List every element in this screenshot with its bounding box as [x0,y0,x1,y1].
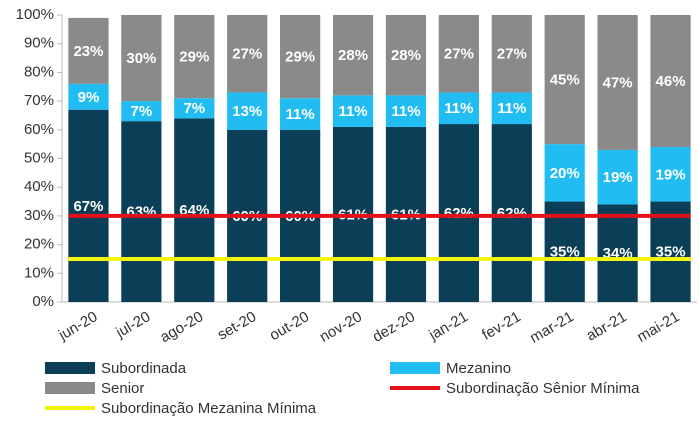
y-tick-label: 40% [24,178,54,195]
value-label: 7% [131,103,153,120]
x-tick-label: ago-20 [157,308,206,346]
bar-segment [121,121,162,302]
y-tick-label: 10% [24,264,54,281]
x-tick-label: dez-20 [370,308,418,346]
legend-label: Subordinação Sênior Mínima [446,380,640,397]
y-tick-label: 90% [24,35,54,52]
bar-segment [491,124,532,302]
value-label: 11% [497,100,526,117]
bar-segment [227,92,268,130]
value-label: 35% [656,244,686,261]
value-label: 11% [338,103,367,120]
x-tick-label: jan-21 [425,308,470,344]
value-label: 35% [550,244,580,261]
bar-segment [438,92,479,125]
value-label: 28% [391,47,421,64]
bar-segment [227,15,268,93]
value-label: 27% [497,46,527,63]
bar-segment [174,118,215,302]
bar-segment [597,204,638,302]
legend-label: Subordinada [101,360,187,377]
bar-segment [650,15,691,148]
value-label: 11% [286,106,315,123]
bar-segment [597,149,638,205]
x-tick-label: jun-20 [55,308,100,344]
legend-label: Subordinação Mezanina Mínima [101,400,317,417]
bar-segment [491,15,532,93]
bar-segment [544,15,585,145]
y-tick-label: 30% [24,207,54,224]
bar-segment [650,147,691,202]
value-label: 23% [73,43,103,60]
bar-segment [174,98,215,119]
bar-segment [491,92,532,125]
bar-segment [121,15,162,102]
value-label: 67% [73,198,103,215]
y-tick-label: 50% [24,149,54,166]
y-tick-label: 60% [24,121,54,138]
x-tick-label: nov-20 [317,308,365,346]
bar-segment [280,15,321,99]
bar-segment [438,124,479,302]
bar-segment [280,98,321,130]
bar-segment [650,201,691,302]
bar-segment [438,15,479,93]
y-tick-label: 0% [32,293,54,310]
y-tick-label: 100% [16,6,54,23]
y-tick-label: 80% [24,63,54,80]
value-label: 11% [391,103,420,120]
bar-segment [385,95,427,127]
legend-swatch [45,362,95,374]
value-label: 30% [126,50,156,67]
value-label: 19% [656,166,686,183]
bar-segment [332,15,374,96]
value-label: 28% [338,47,368,64]
value-label: 63% [126,204,156,221]
value-label: 11% [444,100,473,117]
value-label: 29% [285,49,315,66]
x-tick-label: abr-21 [584,308,630,344]
value-label: 27% [444,46,474,63]
x-tick-label: set-20 [215,308,260,344]
x-tick-label: fev-21 [479,308,524,344]
x-tick-label: mai-21 [634,308,682,346]
legend-label: Mezanino [446,360,511,377]
x-tick-label: out-20 [267,308,312,344]
value-label: 9% [78,89,100,106]
y-tick-label: 20% [24,236,54,253]
value-label: 27% [232,46,262,63]
bar-segment [68,109,109,303]
value-label: 62% [444,205,474,222]
value-label: 47% [603,74,633,91]
value-label: 7% [183,100,205,117]
bar-segment [174,15,215,99]
bar-segment [332,95,374,127]
legend-label: Senior [101,380,144,397]
bar-segment [544,144,585,202]
bar-segment [68,83,109,110]
bar-segment [385,15,427,96]
value-label: 13% [232,103,262,120]
value-label: 20% [550,165,580,182]
bar-segment [121,101,162,122]
value-label: 62% [497,205,527,222]
legend-swatch [390,362,440,374]
x-tick-label: mar-21 [527,308,577,346]
bar-segment [68,17,109,84]
legend-swatch [45,382,95,394]
bar-segment [544,201,585,302]
value-label: 19% [603,169,633,186]
value-label: 45% [550,72,580,89]
y-tick-label: 70% [24,92,54,109]
bar-segment [597,15,638,150]
value-label: 29% [179,49,209,66]
value-label: 46% [656,73,686,90]
x-tick-label: jul-20 [112,308,153,342]
